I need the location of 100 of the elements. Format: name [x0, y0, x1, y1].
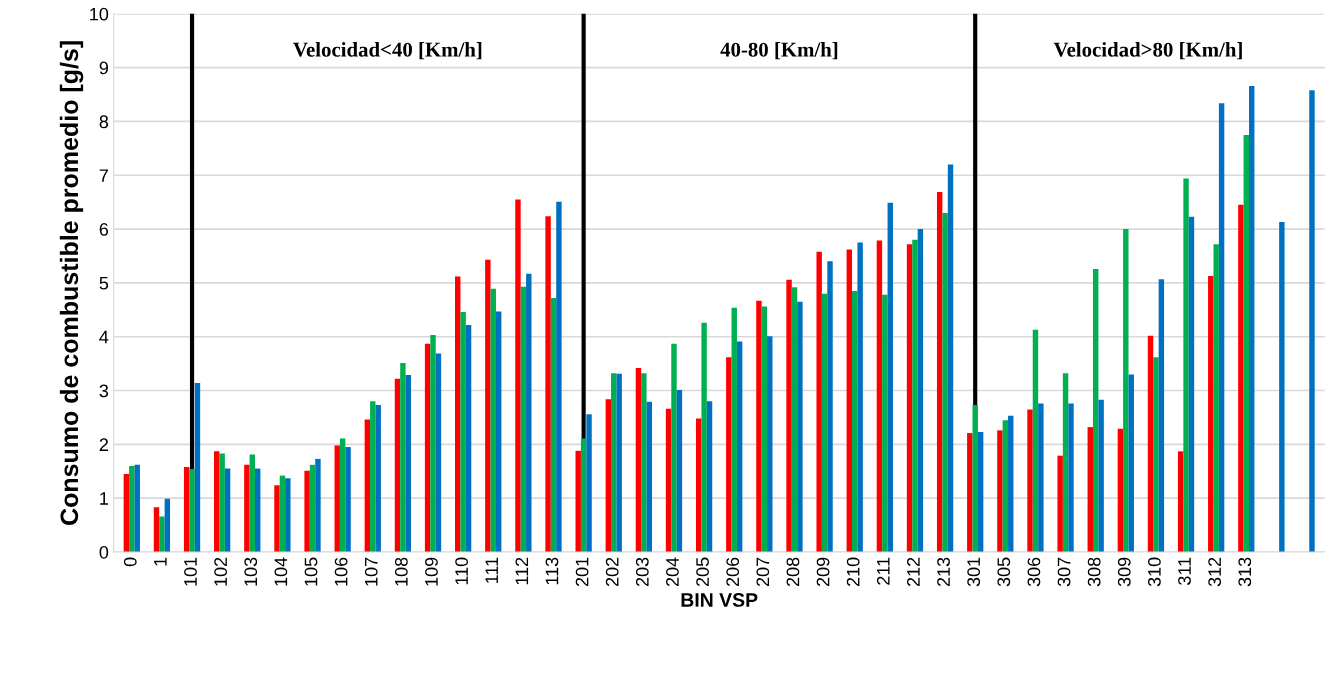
- bar: [635, 367, 642, 552]
- annotation: 40-80 [Km/h]: [720, 42, 838, 60]
- bar: [345, 447, 351, 552]
- bar: [701, 322, 707, 552]
- bar: [1062, 373, 1069, 552]
- bar: [942, 212, 948, 552]
- bar: [641, 373, 647, 552]
- bar: [490, 288, 496, 552]
- bar: [1309, 90, 1315, 552]
- annotation: Velocidad>80 [Km/h]: [1053, 42, 1242, 60]
- bar: [726, 357, 732, 552]
- bar: [129, 465, 135, 552]
- x-tick-label: 106: [334, 557, 348, 586]
- bar: [1147, 335, 1154, 552]
- bar: [605, 399, 612, 552]
- bar: [761, 306, 768, 552]
- x-tick-label: 105: [304, 557, 318, 586]
- x-axis-title: BIN VSP: [681, 593, 758, 607]
- bar: [586, 414, 592, 552]
- bar: [646, 401, 652, 552]
- bar: [912, 239, 918, 552]
- y-tick-label: 8: [99, 115, 109, 129]
- y-tick-label: 7: [99, 169, 108, 182]
- bar: [279, 475, 286, 552]
- bar: [695, 418, 702, 552]
- x-tick-label: 101: [184, 557, 197, 586]
- y-tick-label: 5: [99, 277, 109, 290]
- bar: [339, 438, 346, 552]
- x-tick-label: 110: [455, 557, 468, 585]
- bar: [164, 498, 171, 552]
- x-tick-label: 310: [1148, 557, 1161, 587]
- bar: [1098, 399, 1104, 552]
- bar: [550, 297, 557, 552]
- bar: [515, 199, 521, 552]
- bar: [304, 470, 310, 552]
- y-tick-label: 1: [100, 492, 108, 505]
- bar: [364, 419, 371, 552]
- bar: [1002, 420, 1009, 552]
- bar: [1087, 427, 1093, 552]
- y-tick-label: 10: [90, 7, 109, 21]
- bar: [857, 242, 863, 552]
- x-tick-label: 213: [937, 557, 950, 587]
- bar: [611, 373, 617, 552]
- bar: [1249, 85, 1255, 552]
- bar: [334, 445, 340, 552]
- bar: [1213, 244, 1219, 552]
- bar: [1177, 451, 1184, 552]
- bar: [556, 201, 562, 552]
- bar: [1128, 374, 1134, 552]
- bar: [876, 240, 883, 552]
- bar: [736, 341, 743, 552]
- bar: [821, 293, 828, 552]
- bar: [1243, 134, 1250, 552]
- bar: [1008, 415, 1014, 552]
- bar: [816, 251, 822, 552]
- x-tick-label: 202: [605, 557, 619, 587]
- bar: [189, 469, 195, 552]
- bar: [1208, 275, 1214, 552]
- bar: [1068, 403, 1074, 552]
- bar: [616, 373, 622, 552]
- y-tick-label: 9: [99, 61, 109, 75]
- bar: [123, 473, 130, 552]
- bar: [786, 279, 792, 552]
- bar: [906, 244, 913, 552]
- bar: [767, 336, 773, 552]
- bar: [219, 453, 225, 552]
- bar: [405, 374, 412, 552]
- x-tick-label: 112: [515, 557, 529, 585]
- bar: [972, 405, 978, 552]
- annotation: Velocidad<40 [Km/h]: [293, 42, 482, 60]
- x-tick-label: 108: [394, 557, 408, 586]
- x-tick-label: 204: [666, 557, 679, 587]
- bar: [1117, 428, 1124, 552]
- bar: [1218, 103, 1225, 552]
- x-tick-label: 210: [846, 557, 860, 587]
- bar: [285, 478, 291, 552]
- bar: [731, 307, 737, 552]
- bar: [887, 202, 893, 552]
- bar: [706, 401, 713, 552]
- bar: [526, 273, 532, 552]
- x-tick-label: 301: [967, 557, 981, 587]
- x-tick-label: 203: [635, 557, 649, 587]
- bar: [249, 454, 255, 552]
- x-tick-label: 113: [545, 557, 559, 585]
- bar: [997, 430, 1003, 552]
- x-tick-label: 205: [696, 557, 709, 587]
- bar: [1279, 222, 1285, 552]
- x-tick-label: 312: [1208, 557, 1222, 587]
- y-tick-label: 3: [99, 384, 109, 398]
- bar: [1032, 329, 1039, 552]
- x-tick-label: 307: [1057, 557, 1071, 587]
- bar: [460, 311, 466, 552]
- bar: [1158, 279, 1165, 552]
- bar: [936, 191, 943, 552]
- bar: [947, 164, 954, 552]
- bar: [756, 300, 762, 552]
- x-tick-label: 206: [726, 557, 740, 587]
- bar: [1038, 403, 1044, 552]
- x-tick-label: 104: [274, 557, 288, 586]
- bar: [159, 516, 165, 552]
